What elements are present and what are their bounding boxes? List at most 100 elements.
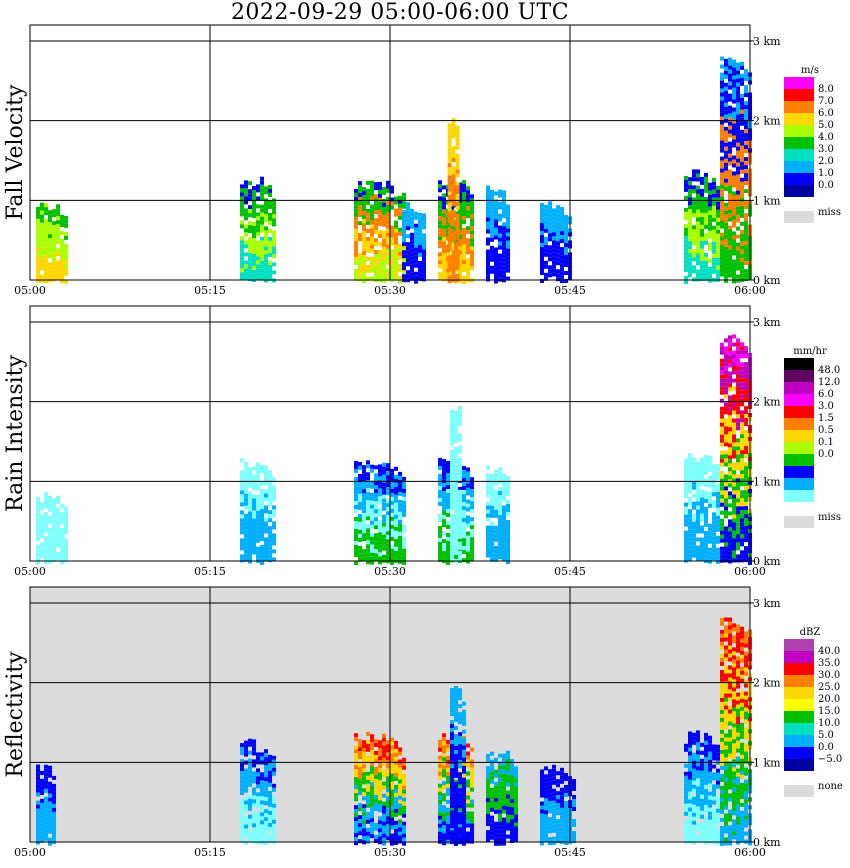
echo-cell [394, 510, 398, 515]
echo-cell [696, 261, 700, 266]
echo-cell [720, 530, 724, 535]
echo-cell [502, 274, 506, 279]
echo-cell [502, 797, 506, 802]
echo-cell [264, 817, 268, 822]
echo-cell [362, 195, 366, 200]
echo-cell [272, 815, 276, 820]
echo-cell [252, 518, 256, 523]
echo-cell [370, 236, 374, 241]
echo-cell [272, 250, 276, 255]
echo-cell [700, 830, 704, 835]
echo-cell [402, 781, 406, 786]
echo-cell [370, 560, 374, 565]
echo-cell [354, 477, 358, 481]
echo-cell [52, 261, 56, 266]
echo-cell [406, 214, 410, 219]
echo-cell [44, 227, 48, 232]
echo-cell [564, 821, 568, 825]
echo-cell [414, 255, 418, 260]
echo-cell [374, 771, 378, 775]
echo-cell [354, 549, 358, 553]
echo-cell [692, 477, 696, 482]
echo-cell [454, 494, 458, 499]
echo-cell [540, 829, 544, 834]
echo-cell [40, 838, 44, 843]
echo-cell [366, 500, 370, 505]
echo-cell [470, 827, 474, 832]
colorbar-missing-swatch [784, 516, 814, 528]
echo-cell [244, 740, 248, 745]
echo-cell [455, 217, 460, 222]
echo-cell [248, 209, 252, 214]
echo-cell [252, 514, 256, 519]
echo-cell [386, 784, 390, 789]
echo-cell [354, 553, 358, 557]
echo-cell [422, 213, 426, 218]
echo-cell [700, 228, 704, 233]
echo-cell [48, 242, 52, 247]
echo-cell [728, 395, 732, 400]
echo-cell [272, 485, 276, 490]
echo-cell [382, 757, 386, 762]
echo-cell [740, 514, 744, 519]
echo-cell [506, 236, 510, 241]
echo-cell [378, 464, 382, 469]
echo-cell [724, 94, 728, 99]
echo-cell [240, 743, 244, 748]
echo-cell [560, 259, 564, 264]
echo-cell [732, 131, 736, 136]
echo-cell [552, 836, 556, 841]
echo-cell [386, 224, 390, 229]
echo-cell [268, 546, 272, 551]
echo-cell [248, 511, 252, 516]
echo-cell [402, 825, 406, 830]
echo-cell [36, 238, 40, 243]
echo-cell [358, 505, 362, 510]
echo-cell [256, 216, 260, 221]
echo-cell [462, 204, 466, 208]
echo-cell [450, 425, 454, 430]
echo-cell [466, 831, 470, 836]
echo-cell [260, 481, 264, 485]
echo-cell [52, 558, 56, 563]
echo-cell [248, 770, 252, 775]
echo-cell [36, 206, 40, 211]
echo-cell [240, 787, 244, 792]
echo-cell [494, 809, 498, 814]
echo-cell [422, 257, 426, 262]
echo-cell [684, 251, 688, 256]
echo-cell [692, 493, 696, 498]
echo-cell [362, 772, 366, 777]
echo-cell [374, 242, 378, 247]
echo-cell [494, 537, 498, 542]
echo-cell [252, 747, 256, 752]
echo-cell [552, 824, 556, 829]
echo-cell [740, 201, 744, 206]
echo-cell [724, 62, 728, 67]
echo-cell [724, 510, 728, 515]
echo-cell [240, 823, 244, 828]
echo-cell [556, 269, 560, 274]
echo-cell [462, 749, 466, 754]
echo-cell [744, 129, 748, 134]
echo-cell [732, 155, 736, 160]
echo-cell [724, 82, 728, 87]
echo-cell [548, 789, 552, 794]
echo-cell [700, 505, 704, 510]
echo-cell [470, 747, 474, 752]
echo-cell [252, 751, 256, 756]
echo-cell [700, 497, 704, 502]
echo-cell [740, 229, 744, 234]
echo-cell [370, 268, 374, 273]
echo-cell [44, 536, 48, 541]
echo-cell [470, 759, 474, 764]
echo-cell [724, 450, 728, 455]
echo-cell [720, 494, 724, 499]
echo-cell [398, 559, 402, 564]
echo-cell [708, 266, 712, 271]
echo-cell [442, 273, 446, 278]
echo-cell [402, 540, 406, 545]
echo-cell [720, 342, 724, 347]
echo-cell [744, 518, 748, 523]
echo-cell [514, 814, 518, 819]
